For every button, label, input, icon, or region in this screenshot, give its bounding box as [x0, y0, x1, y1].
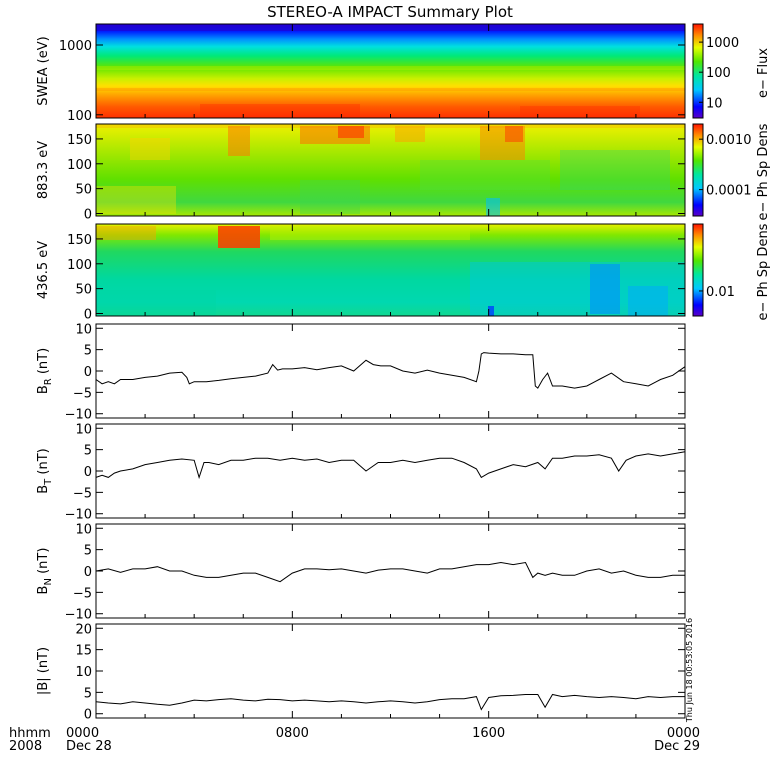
bmag-ytick-label: 10: [75, 665, 92, 680]
pad436-colorbar-tick-label: 0.01: [706, 285, 735, 300]
bt-ytick-label: −5: [73, 486, 92, 501]
br-frame: [95, 323, 686, 419]
swea-colorbar-tick-label: 1000: [706, 36, 739, 51]
pad436-colorbar-label: e− Ph Sp Dens: [756, 223, 771, 320]
pad883-ytick-label: 0: [84, 208, 92, 223]
pad883-colorbar-label: e− Ph Sp Dens: [756, 123, 771, 220]
swea-colorbar-label: e− Flux: [756, 48, 771, 98]
pad883-colorbar-tick-label: 0.0001: [706, 184, 752, 199]
pad436-texture: [96, 226, 685, 316]
bmag-axes: 0 5 10 15 20 |B| (nT): [36, 622, 686, 723]
x-tick-label: 0000: [66, 726, 99, 741]
bt-ytick-label: 10: [75, 422, 92, 437]
bn-ytick-label: 0: [84, 565, 92, 580]
pad883-ytick-label: 100: [67, 158, 92, 173]
br-axes: −10 −5 0 5 10 BR (nT): [36, 322, 686, 423]
br-ytick-label: 5: [84, 344, 92, 359]
bn-series-line: [95, 561, 685, 583]
bn-ytick-label: −10: [65, 608, 92, 623]
swea-ylabel: SWEA (eV): [36, 36, 51, 105]
pad883-ylabel: 883.3 eV: [36, 141, 51, 199]
bt-axes: −10 −5 0 5 10 BT (nT): [36, 422, 686, 523]
pad883-axes: 0 50 100 150 883.3 eV 0.0001 0.0010 e− Ph Sp De…: [36, 123, 771, 222]
br-series-line: [95, 352, 686, 389]
pad436-ylabel: 436.5 eV: [36, 241, 51, 299]
bn-ylabel: BN (nT): [36, 548, 54, 595]
bmag-ytick-label: 15: [75, 644, 92, 659]
pad883-colorbar: [692, 123, 704, 217]
br-ytick-label: −5: [73, 386, 92, 401]
bn-ytick-label: 10: [75, 522, 92, 537]
swea-colorbar-tick-label: 100: [706, 66, 731, 81]
bmag-frame: [95, 623, 686, 719]
x-tick-label: 0000: [667, 726, 700, 741]
pad883-ytick-label: 50: [75, 183, 92, 198]
footer-year: 2008: [9, 739, 42, 754]
swea-ytick-label: 100: [67, 109, 92, 124]
x-tick-date-label: Dec 28: [66, 739, 112, 754]
bmag-ytick-label: 20: [75, 622, 92, 637]
bt-frame: [95, 423, 686, 519]
bmag-ytick-label: 0: [84, 708, 92, 723]
br-ytick-label: −10: [65, 408, 92, 423]
pad436-panel: [96, 224, 685, 316]
swea-ytick-label: 1000: [59, 39, 92, 54]
swea-panel: [96, 24, 685, 118]
swea-axes: 100 1000 SWEA (eV) 10 100 1000 e− Flux: [36, 23, 771, 124]
br-ylabel: BR (nT): [36, 348, 54, 394]
pad436-colorbar: [692, 223, 704, 317]
x-tick-label: 1600: [472, 726, 505, 741]
bt-ytick-label: −10: [65, 508, 92, 523]
bt-series-line: [95, 451, 686, 480]
bt-ytick-label: 0: [84, 465, 92, 480]
bn-axes: −10 −5 0 5 10 BN (nT): [36, 522, 686, 623]
swea-colorbar: [692, 23, 704, 119]
bn-frame: [95, 523, 686, 619]
footer-hhmm: hhmm: [9, 726, 51, 741]
bmag-ylabel: |B| (nT): [36, 647, 51, 695]
swea-colorbar-tick-label: 10: [706, 96, 723, 111]
bmag-series-line: [95, 693, 685, 711]
pad436-ytick-label: 50: [75, 283, 92, 298]
bt-ytick-label: 5: [84, 444, 92, 459]
pad436-ytick-label: 150: [67, 233, 92, 248]
pad436-ytick-label: 100: [67, 258, 92, 273]
pad883-panel: [96, 124, 685, 216]
swea-spectrogram: [96, 24, 685, 118]
pad883-texture: [96, 124, 685, 216]
bn-ytick-label: 5: [84, 544, 92, 559]
pad883-ytick-label: 150: [67, 133, 92, 148]
plot-title: STEREO-A IMPACT Summary Plot: [267, 3, 513, 21]
swea-texture: [96, 25, 685, 118]
bt-ylabel: BT (nT): [36, 448, 54, 494]
bmag-ytick-label: 5: [84, 686, 92, 701]
x-tick-label: 0800: [276, 726, 309, 741]
footer-timestamp: Thu Jun 18 00:53:05 2016: [685, 618, 694, 723]
pad436-ytick-label: 0: [84, 308, 92, 323]
pad436-spectrogram: [96, 224, 685, 316]
x-tick-date-label: Dec 29: [654, 739, 700, 754]
pad883-colorbar-tick-label: 0.0010: [706, 133, 752, 148]
bn-ytick-label: −5: [73, 586, 92, 601]
br-ytick-label: 0: [84, 365, 92, 380]
pad883-spectrogram: [96, 124, 685, 216]
br-ytick-label: 10: [75, 322, 92, 337]
pad436-axes: 0 50 100 150 436.5 eV 0.01 e− Ph Sp Dens: [36, 223, 771, 322]
